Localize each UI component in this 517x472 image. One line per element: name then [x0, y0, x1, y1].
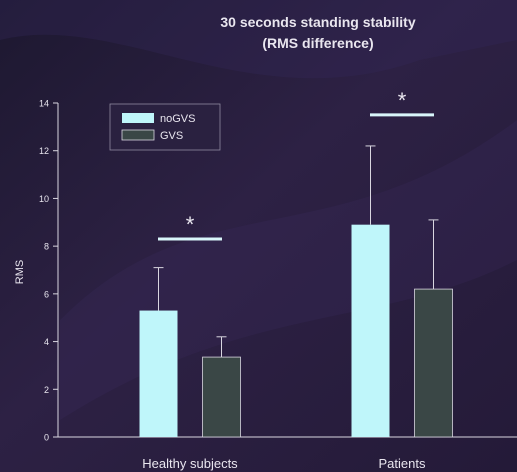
chart-subtitle: (RMS difference)	[262, 35, 373, 51]
y-tick-label: 12	[39, 146, 49, 156]
y-tick-label: 6	[44, 289, 49, 299]
chart-title: 30 seconds standing stability	[220, 14, 415, 30]
y-tick-label: 14	[39, 99, 49, 109]
bar-gvs	[414, 288, 453, 438]
plot-area: 0 2 4 6 8 10 12 14 Healthy subjects Patients * *	[39, 88, 517, 471]
significance-star: *	[398, 88, 407, 113]
legend-label-gvs: GVS	[160, 130, 183, 142]
legend-box	[109, 103, 221, 151]
y-tick-label: 10	[39, 194, 49, 204]
y-tick-label: 2	[44, 385, 49, 395]
legend-swatch-gvs	[121, 129, 155, 141]
background-swirl	[0, 0, 517, 79]
bar-nogvs	[351, 224, 390, 437]
legend-swatch-nogvs	[122, 113, 154, 123]
y-tick-label: 0	[44, 433, 49, 443]
bar-nogvs	[139, 310, 178, 437]
bar-gvs	[202, 356, 241, 438]
legend-label-nogvs: noGVS	[160, 113, 195, 125]
x-tick-label: Patients	[379, 456, 426, 471]
x-tick-label: Healthy subjects	[142, 456, 238, 471]
significance-star: *	[186, 212, 195, 237]
y-tick-label: 8	[44, 242, 49, 252]
legend: noGVS GVS	[109, 103, 221, 151]
y-tick-label: 4	[44, 337, 49, 347]
y-axis-label: RMS	[14, 260, 26, 284]
